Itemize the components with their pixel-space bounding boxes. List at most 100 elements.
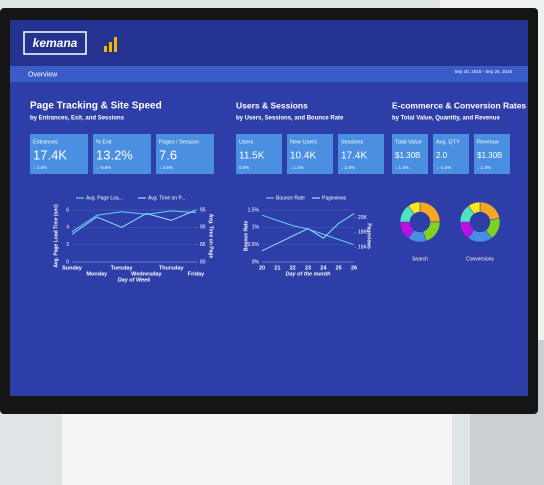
y2-tick-label: 80	[200, 259, 206, 265]
logo-box	[23, 31, 87, 55]
x-tick-label: Wednesday	[131, 271, 162, 277]
x-tick-label: Friday	[188, 271, 205, 277]
legend-label: Pageviews	[322, 195, 347, 201]
x-tick-label: Tuesday	[111, 265, 134, 271]
kpi-label: New Users	[290, 139, 317, 145]
y2-tick-label: 18K	[358, 230, 368, 236]
series-line	[71, 210, 197, 233]
section-title: Users & Sessions	[236, 100, 308, 110]
section-subtitle: by Users, Sessions, and Bounce Rate	[236, 116, 344, 122]
x-tick-label: 22	[290, 265, 296, 271]
kpi-label: Total Value	[395, 139, 422, 145]
kpi-value: 2.0	[436, 151, 448, 160]
section-title: Page Tracking & Site Speed	[30, 101, 162, 112]
kpi-label: % Exit	[96, 139, 112, 145]
kpi-change: ↓ 1.4%	[290, 165, 304, 170]
series-line	[71, 209, 197, 235]
kpi-change: ↓ -0.9%	[96, 165, 111, 170]
kpi-value: 13.2%	[96, 147, 133, 162]
logo: kemana	[33, 36, 78, 50]
kpi-label: Revenue	[477, 139, 499, 145]
y-tick-label: 2	[66, 242, 69, 248]
y-axis-label: Bounce Rate	[243, 221, 249, 252]
x-axis-label: Day of Week	[118, 277, 152, 283]
y-tick-label: 1%	[252, 225, 260, 231]
donut-label: Conversions	[466, 256, 494, 262]
kpi-value: 17.4K	[341, 151, 367, 162]
kpi-value: 7.6	[159, 147, 177, 162]
y2-tick-label: 20K	[358, 215, 368, 221]
kpi-card	[156, 134, 214, 174]
screen	[10, 20, 528, 396]
y-tick-label: 1.5%	[248, 207, 260, 213]
kpi-card	[93, 134, 151, 174]
kpi-change: ↓ 3.4%	[159, 165, 173, 170]
section-title: E-commerce & Conversion Rates	[392, 100, 526, 110]
kpi-card	[30, 134, 88, 174]
x-tick-label: Sunday	[62, 265, 83, 271]
x-tick-label: 21	[274, 265, 280, 271]
donut-label: Search	[412, 256, 428, 262]
kpi-change: 0.0%	[239, 165, 249, 170]
icon-bar	[109, 42, 112, 52]
kpi-value: 11.5K	[239, 151, 265, 162]
y2-axis-label: Avg. Time on Page	[208, 214, 214, 259]
legend-label: Avg. Time on P...	[148, 195, 185, 201]
series-line	[261, 213, 355, 252]
kpi-card	[287, 134, 333, 174]
y2-tick-label: 95	[200, 207, 206, 213]
analytics-icon	[104, 37, 117, 52]
icon-bar	[104, 46, 107, 52]
kpi-change: ↓ -1.4%	[436, 165, 451, 170]
y-tick-label: 0	[66, 259, 69, 265]
y-tick-label: 0.5%	[248, 242, 260, 248]
kpi-card	[474, 134, 510, 174]
x-axis-label: Day of the month	[286, 271, 332, 277]
tab[interactable]: Overview	[28, 71, 58, 78]
date-range[interactable]: Sep 20, 2016 - Sep 26, 2016	[454, 69, 512, 74]
x-tick-label: Monday	[86, 271, 108, 277]
x-tick-label: 24	[320, 265, 327, 271]
y-axis-label: Avg. Page Load Time (sec)	[53, 204, 59, 268]
y-tick-label: 6	[66, 207, 69, 213]
section-subtitle: by Total Value, Quantity, and Revenue	[392, 116, 500, 122]
kpi-label: Avg. QTY	[436, 139, 460, 145]
x-tick-label: 23	[305, 265, 311, 271]
kpi-label: Pages / Session	[159, 139, 199, 145]
kpi-card	[338, 134, 384, 174]
kpi-change: ↓ 1.4%	[395, 165, 409, 170]
kpi-card	[433, 134, 469, 174]
x-tick-label: 20	[259, 265, 265, 271]
kpi-change: ↓ 2.4%	[33, 165, 47, 170]
pillar	[62, 400, 452, 485]
donut-segment	[407, 201, 421, 215]
kpi-label: Sessions	[341, 139, 364, 145]
section-subtitle: by Entrances, Exit, and Sessions	[30, 116, 125, 122]
x-tick-label: 26	[351, 265, 357, 271]
kpi-label: Entrances	[33, 139, 58, 145]
kpi-change: ↓ 2.4%	[341, 165, 355, 170]
x-tick-label: 25	[336, 265, 342, 271]
header-bar	[10, 20, 528, 66]
kpi-value: $1.30B	[477, 151, 502, 160]
legend-label: Avg. Page Loa...	[86, 195, 123, 201]
tab-strip	[10, 66, 528, 82]
donut-segment	[467, 201, 481, 215]
kpi-value: 17.4K	[33, 147, 67, 162]
y2-tick-label: 90	[200, 225, 206, 231]
kpi-value: $1.30B	[395, 151, 420, 160]
y2-tick-label: 85	[200, 242, 206, 248]
kpi-card	[236, 134, 282, 174]
legend-label: Bounce Rate	[276, 195, 305, 201]
kpi-change: ↓ 1.4%	[477, 165, 491, 170]
y-tick-label: 4	[66, 225, 69, 231]
kpi-label: Users	[239, 139, 254, 145]
icon-bar	[114, 37, 117, 52]
y2-tick-label: 16K	[358, 244, 368, 250]
y-tick-label: 0%	[252, 259, 260, 265]
y2-axis-label: Pageviews	[366, 223, 372, 249]
kpi-value: 10.4K	[290, 151, 316, 162]
kpi-card	[392, 134, 428, 174]
x-tick-label: Thursday	[159, 265, 185, 271]
